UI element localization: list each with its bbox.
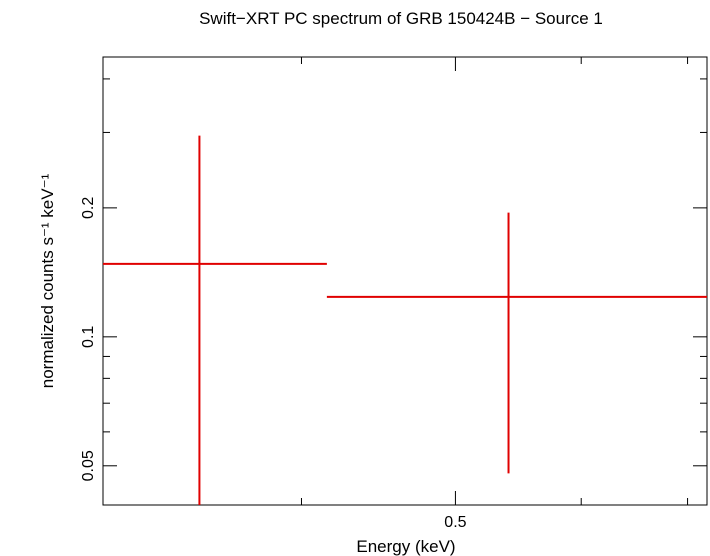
data-marks [103,135,707,505]
tick-labels: 0.5 0.05 0.1 0.2 [80,197,467,531]
y-axis-label: normalized counts s⁻¹ keV⁻¹ [38,173,57,388]
x-axis-label: Energy (keV) [356,537,455,556]
plot-frame [102,56,708,506]
axis-ticks [103,57,707,505]
data-point [326,212,707,474]
y-tick-label: 0.05 [80,450,97,481]
chart-title: Swift−XRT PC spectrum of GRB 150424B − S… [199,9,603,28]
data-point [103,135,327,505]
y-tick-label: 0.2 [80,197,97,219]
x-tick-label: 0.5 [444,514,466,531]
y-tick-label: 0.1 [80,326,97,348]
